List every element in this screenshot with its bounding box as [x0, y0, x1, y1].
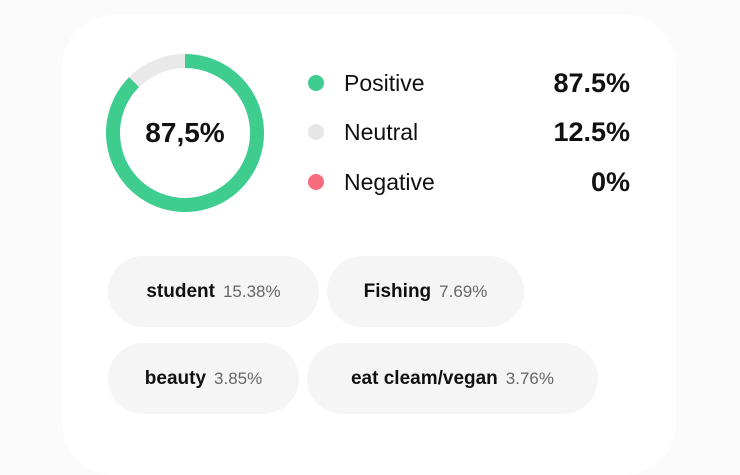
tag-value: 15.38% — [222, 281, 281, 301]
legend-label: Negative — [344, 168, 435, 195]
positive-dot-icon — [308, 75, 324, 91]
tag-chip[interactable]: eat cleam/vegan 3.76% — [307, 343, 598, 414]
legend-value: 0% — [590, 166, 630, 197]
legend-label: Neutral — [344, 118, 419, 145]
donut-center-value: 87,5% — [145, 117, 225, 148]
sentiment-donut-chart — [106, 54, 264, 212]
negative-dot-icon — [308, 174, 324, 190]
tag-chip[interactable]: student 15.38% — [108, 256, 319, 327]
neutral-dot-icon — [308, 124, 324, 140]
tag-name: student — [146, 280, 215, 302]
legend-label: Positive — [344, 69, 425, 96]
legend-negative: Negative 0% — [308, 162, 630, 202]
donut-slice-neutral — [129, 54, 186, 88]
tag-name: eat cleam/vegan — [350, 367, 498, 389]
tag-chip[interactable]: beauty 3.85% — [108, 343, 299, 414]
legend-value: 87.5% — [553, 67, 630, 98]
donut-slice-positive — [106, 54, 264, 212]
legend-positive: Positive 87.5% — [308, 63, 630, 103]
tag-value: 7.69% — [439, 281, 488, 301]
tag-value: 3.85% — [214, 368, 263, 388]
legend-value: 12.5% — [553, 116, 630, 147]
tag-name: beauty — [144, 367, 207, 389]
tag-value: 3.76% — [505, 368, 554, 388]
tag-name: Fishing — [363, 280, 432, 302]
legend-neutral: Neutral 12.5% — [308, 112, 630, 152]
tag-chip[interactable]: Fishing 7.69% — [327, 256, 524, 327]
